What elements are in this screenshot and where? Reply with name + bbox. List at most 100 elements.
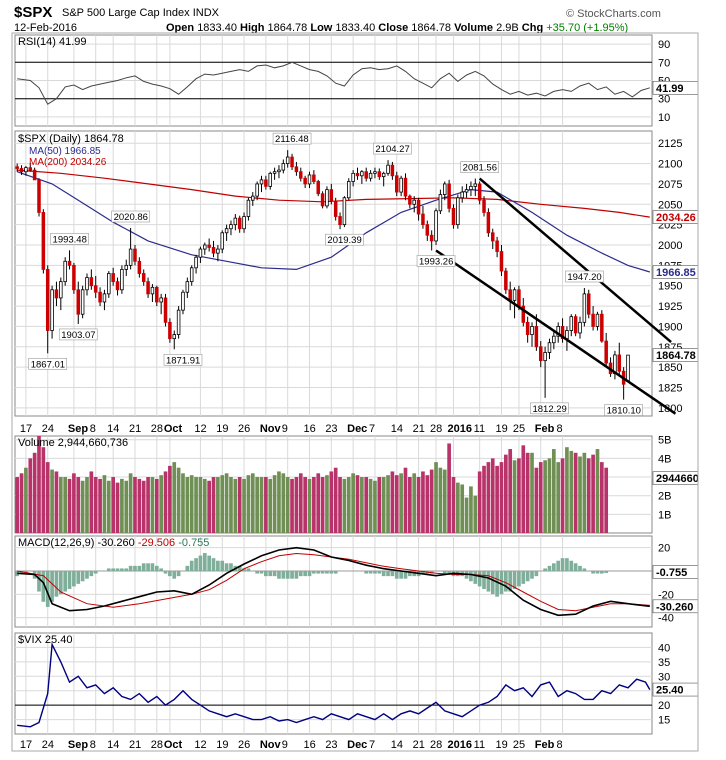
volume-bar: [298, 473, 303, 533]
candle-body: [242, 216, 246, 230]
volume-bar: [233, 478, 238, 533]
candle-body: [185, 281, 190, 293]
macd-histogram-bar: [89, 571, 94, 577]
macd-histogram-bar: [163, 571, 168, 574]
x-axis-top-label: 23: [325, 423, 337, 435]
rsi-tick-label: 90: [658, 39, 670, 51]
volume-bar: [412, 473, 417, 533]
macd-histogram-bar: [28, 571, 33, 572]
macd-histogram-bar: [525, 571, 530, 582]
price-tick-label: 1925: [658, 301, 682, 313]
macd-histogram-bar: [591, 571, 595, 574]
volume-bar: [495, 465, 499, 533]
candle-body: [220, 232, 224, 250]
macd-histogram-bar: [268, 571, 273, 577]
price-annotation: 1993.48: [53, 234, 87, 245]
candle-body: [290, 156, 294, 168]
candle-body: [37, 179, 41, 213]
macd-histogram-bar: [486, 571, 491, 592]
macd-panel-frame: [14, 535, 653, 628]
macd-histogram-bar: [72, 571, 76, 587]
candle-body: [477, 183, 482, 201]
x-axis-bottom-label: 19: [216, 739, 228, 751]
candle-body: [294, 166, 299, 173]
volume-bar: [578, 456, 582, 533]
price-annotation: 1871.91: [166, 355, 200, 366]
x-axis-bottom-label: 12: [194, 739, 206, 751]
candle-body: [443, 183, 447, 195]
macd-histogram-bar: [285, 571, 290, 579]
candle-body: [312, 174, 316, 182]
x-axis-top-label: 19: [216, 423, 228, 435]
volume-bar: [264, 477, 268, 533]
candle-body: [486, 212, 491, 234]
price-annotation: 2104.27: [375, 144, 409, 155]
candle-body: [377, 171, 382, 177]
vix-line: [17, 641, 651, 728]
macd-histogram-bar: [250, 571, 255, 572]
volume-bar: [37, 436, 41, 533]
macd-histogram-bar: [560, 558, 565, 571]
candle-body: [32, 169, 37, 181]
candle-body: [490, 232, 495, 242]
price-annotation-box: [530, 402, 569, 415]
volume-bar: [469, 486, 473, 533]
macd-histogram-bar: [386, 571, 390, 577]
volume-bar: [272, 475, 277, 533]
candle-body: [438, 194, 443, 212]
macd-histogram-bar: [159, 568, 163, 571]
macd-histogram-bar: [373, 571, 377, 574]
x-axis-bottom-label: Dec: [347, 739, 367, 751]
x-axis-top-label: 21: [129, 423, 141, 435]
brand-link[interactable]: © StockCharts.com: [566, 8, 661, 20]
macd-histogram-bar: [76, 571, 81, 584]
x-axis-top-label: 8: [557, 423, 563, 435]
candle-body: [141, 273, 146, 283]
open-label: Open: [166, 22, 195, 34]
volume-bar: [181, 473, 185, 533]
x-axis-top-label: Dec: [347, 423, 367, 435]
candle-body: [351, 172, 355, 182]
candle-body: [517, 289, 521, 307]
macd-signal-line: [17, 552, 650, 612]
x-axis-bottom-label: 11: [474, 739, 485, 751]
macd-histogram-bar: [307, 571, 312, 577]
volume-bar: [41, 447, 46, 533]
volume-legend: Volume 2,944,660,736: [18, 437, 128, 449]
macd-line: [17, 546, 650, 617]
volume-bar: [595, 449, 600, 533]
macd-histogram-bar: [547, 565, 552, 571]
candle-body: [347, 181, 351, 199]
macd-histogram-bar: [237, 565, 242, 571]
candle-body: [176, 309, 181, 335]
candle-body: [434, 210, 438, 242]
volume-value: 2.9B: [496, 22, 519, 34]
x-axis-bottom-label: 21: [413, 739, 425, 751]
volume-bar: [486, 462, 491, 533]
candle-body: [582, 293, 587, 323]
candle-body: [72, 264, 76, 291]
macd-histogram-bar: [102, 571, 107, 572]
macd-histogram-bar: [556, 560, 561, 571]
x-axis-top-label: 8: [90, 423, 96, 435]
candle-body: [133, 248, 137, 262]
quote-date: 12-Feb-2016: [14, 22, 77, 34]
symbol-description: S&P 500 Large Cap Index INDX: [62, 7, 219, 19]
macd-histogram-bar: [508, 571, 513, 592]
volume-bar: [569, 450, 574, 533]
volume-bar: [207, 480, 211, 533]
macd-histogram-bar: [495, 571, 499, 597]
candle-body: [333, 200, 338, 217]
volume-bar: [111, 477, 116, 533]
macd-histogram-bar: [312, 571, 316, 574]
macd-histogram-bar: [477, 571, 482, 587]
x-axis-bottom-label: 17: [20, 739, 32, 751]
macd-histogram-bar: [154, 565, 159, 571]
macd-histogram-bar: [473, 571, 478, 584]
macd-histogram-bar: [185, 565, 190, 571]
macd-histogram-bar: [67, 571, 72, 589]
low-value: 1833.40: [335, 22, 376, 34]
quote-summary: Open 1833.40 High 1864.78 Low 1833.40 Cl…: [166, 22, 628, 34]
candle-body: [111, 273, 115, 283]
